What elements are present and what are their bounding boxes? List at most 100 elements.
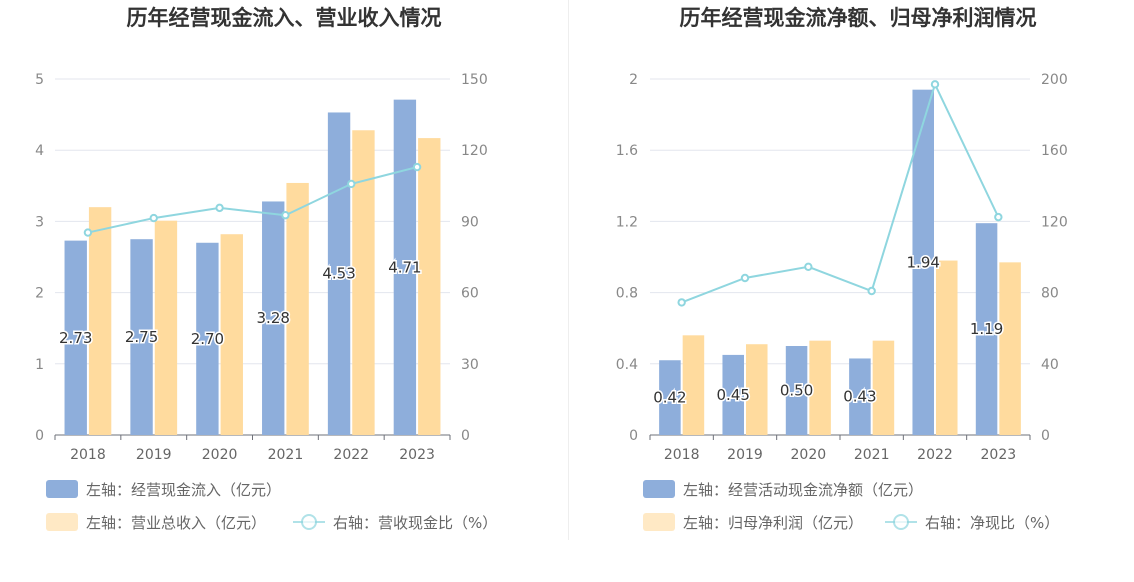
bar-secondary — [746, 344, 768, 435]
ratio-line-point — [215, 203, 224, 213]
bar-primary — [130, 239, 153, 435]
right-axis-tick-label: 120 — [1041, 214, 1068, 230]
right-axis-tick-label: 80 — [1041, 286, 1059, 302]
legend-label: 左轴：归母净利润（亿元） — [683, 514, 863, 532]
x-axis-tick-label: 2018 — [70, 447, 106, 463]
right-axis-tick-label: 160 — [1041, 143, 1068, 159]
bar-primary — [64, 240, 87, 435]
legend-swatch — [643, 513, 675, 531]
left-axis-tick-label: 0 — [629, 428, 638, 444]
x-axis-tick-label: 2021 — [854, 447, 890, 463]
bar-primary — [722, 354, 744, 435]
bar-data-label: 4.71 — [388, 258, 421, 276]
x-axis-tick-label: 2018 — [664, 447, 700, 463]
right-axis-tick-label: 40 — [1041, 357, 1059, 373]
bar-primary — [196, 242, 219, 435]
x-axis-tick-label: 2022 — [917, 447, 953, 463]
bar-primary — [975, 223, 998, 435]
bar-data-label: 1.94 — [907, 253, 940, 271]
ratio-line-point — [347, 179, 356, 189]
bar-primary — [849, 358, 871, 435]
legend-line-marker — [301, 514, 317, 530]
left-axis-tick-label: 4 — [35, 143, 44, 159]
x-axis-tick-label: 2023 — [399, 447, 435, 463]
bar-secondary — [682, 335, 705, 435]
ratio-line-point — [412, 162, 422, 172]
left-axis-tick-label: 1.2 — [616, 214, 638, 230]
x-axis-tick-label: 2019 — [727, 447, 763, 463]
bar-primary — [785, 346, 808, 435]
left-axis-tick-label: 0 — [35, 428, 44, 444]
left-axis-tick-label: 0.8 — [616, 286, 638, 302]
ratio-line-point — [740, 273, 750, 283]
legend-label: 左轴：经营现金流入（亿元） — [86, 481, 281, 499]
chart-panel-cash-inflow-revenue: 历年经营现金流入、营业收入情况 0 1 2 3 4 5 0 30 60 90 120 150 2018 20… — [35, 6, 497, 532]
bar-data-label: 0.42 — [653, 389, 686, 407]
x-axis-tick-label: 2020 — [791, 447, 827, 463]
x-axis-tick-label: 2021 — [268, 447, 304, 463]
chart-cash-inflow-revenue: 历年经营现金流入、营业收入情况 0 1 2 3 4 5 0 30 60 90 120 150 2018 20… — [35, 6, 497, 532]
bar-secondary — [872, 340, 895, 435]
bar-secondary — [286, 182, 309, 435]
right-axis-tick-label: 0 — [1041, 428, 1050, 444]
right-axis-tick-label: 150 — [461, 72, 488, 88]
legend-label: 左轴：营业总收入（亿元） — [86, 514, 266, 532]
bar-secondary — [809, 340, 831, 435]
right-axis-tick-label: 0 — [461, 428, 470, 444]
chart-net-cash-profit: 历年经营现金流净额、归母净利润情况 0 0.4 0.8 1.2 1.6 2 0 40 80 120 1… — [616, 6, 1068, 532]
bar-primary — [659, 360, 681, 435]
legend-label: 左轴：经营活动现金流净额（亿元） — [683, 481, 923, 499]
right-axis-tick-label: 120 — [461, 143, 488, 159]
legend-swatch — [643, 480, 675, 498]
bar-data-label: 2.73 — [59, 329, 92, 347]
left-axis-tick-label: 2 — [629, 72, 638, 88]
bar-secondary — [936, 260, 958, 435]
bar-data-label: 2.75 — [125, 328, 158, 346]
bar-secondary — [154, 220, 178, 435]
chart-panel-net-cash-profit: 历年经营现金流净额、归母净利润情况 0 0.4 0.8 1.2 1.6 2 0 40 80 120 1… — [570, 0, 1134, 582]
bar-secondary — [999, 262, 1021, 435]
right-axis-tick-label: 30 — [461, 357, 479, 373]
bar-data-label: 2.70 — [191, 330, 224, 348]
left-axis-tick-label: 2 — [35, 286, 44, 302]
bar-secondary — [88, 207, 112, 435]
x-axis-tick-label: 2023 — [981, 447, 1017, 463]
right-axis-tick-label: 60 — [461, 286, 479, 302]
right-axis-tick-label: 200 — [1041, 72, 1068, 88]
bar-data-label: 0.45 — [717, 386, 750, 404]
left-axis-tick-label: 1.6 — [616, 143, 638, 159]
bar-primary — [912, 89, 934, 436]
legend-swatch — [46, 513, 78, 531]
ratio-line-point — [804, 262, 813, 271]
bar-data-label: 0.43 — [843, 388, 876, 406]
ratio-line-point — [994, 212, 1003, 222]
legend-label: 右轴：净现比（%） — [925, 514, 1059, 532]
ratio-line-point — [930, 80, 940, 89]
left-axis-tick-label: 5 — [35, 72, 44, 88]
ratio-line-point — [677, 298, 686, 307]
ratio-line — [681, 81, 1000, 304]
left-axis-tick-label: 0.4 — [616, 357, 638, 373]
left-axis-tick-label: 3 — [35, 214, 44, 230]
legend-label: 右轴：营收现金比（%） — [333, 514, 497, 532]
x-axis-tick-label: 2020 — [202, 447, 238, 463]
ratio-line-point — [149, 213, 158, 223]
bar-data-label: 4.53 — [322, 265, 355, 283]
bar-primary — [393, 99, 417, 435]
panel-divider — [568, 0, 569, 540]
bar-primary — [262, 201, 285, 435]
chart-title: 历年经营现金流净额、归母净利润情况 — [680, 6, 1037, 30]
ratio-line-point — [281, 211, 290, 220]
x-axis-tick-label: 2022 — [333, 447, 369, 463]
bar-data-label: 1.19 — [970, 320, 1003, 338]
legend-line-marker — [893, 514, 909, 530]
ratio-line — [87, 166, 418, 234]
legend-swatch — [46, 480, 78, 498]
bar-data-label: 0.50 — [780, 382, 813, 400]
chart-title: 历年经营现金流入、营业收入情况 — [127, 6, 442, 30]
bar-secondary — [220, 234, 243, 435]
bar-data-label: 3.28 — [257, 309, 290, 327]
left-axis-tick-label: 1 — [35, 357, 44, 373]
ratio-line-point — [83, 228, 93, 237]
